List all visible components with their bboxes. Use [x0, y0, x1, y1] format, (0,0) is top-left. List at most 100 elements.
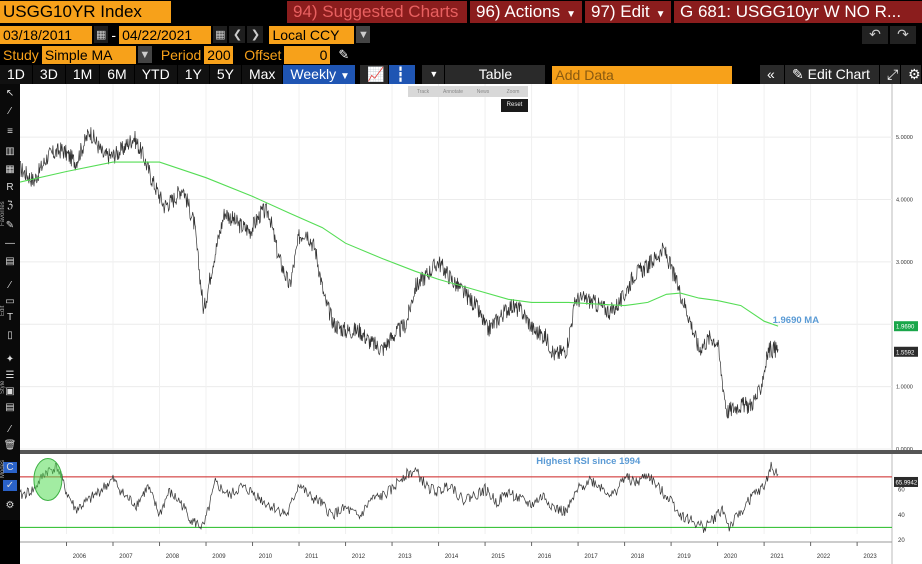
shape-tool-icon[interactable]: ▭: [5, 296, 15, 307]
doc-tool-icon[interactable]: ▯: [7, 330, 13, 341]
currency-select[interactable]: Local CCY: [269, 25, 355, 44]
tab-edit[interactable]: 97) Edit ▼: [585, 1, 671, 23]
edit-side-label: Edit: [0, 305, 6, 316]
line-tool-icon[interactable]: ⁄: [9, 106, 11, 117]
study-type-select[interactable]: Simple MA: [41, 45, 136, 64]
add-data-input[interactable]: Add Data: [552, 65, 733, 84]
edit-chart-label: Edit Chart: [807, 66, 870, 82]
range-3d-button[interactable]: 3D: [32, 65, 65, 84]
range-5y-button[interactable]: 5Y: [209, 65, 241, 84]
frequency-label: Weekly: [290, 66, 337, 82]
offset-field[interactable]: 0: [284, 45, 331, 64]
highlight-ellipse: [33, 457, 63, 501]
caret-down-icon[interactable]: ▼: [422, 65, 445, 84]
tab-actions[interactable]: 96) Actions ▼: [470, 1, 582, 23]
style-list-icon[interactable]: ☰: [5, 370, 15, 381]
study-label: Study: [3, 46, 39, 63]
edit-chart-button[interactable]: ✎ Edit Chart: [785, 65, 879, 84]
range-ytd-button[interactable]: YTD: [134, 65, 177, 84]
x-tick-label: 2020: [724, 554, 738, 560]
date-separator: -: [111, 26, 117, 43]
channel-tool-icon[interactable]: ▥: [5, 146, 15, 157]
brush-tool-icon[interactable]: ⁄: [9, 280, 11, 291]
text-tool-icon[interactable]: T: [6, 312, 14, 323]
tab-edit-label: 97) Edit: [591, 2, 650, 21]
price-value-label: 1.5592: [896, 350, 915, 356]
annotate-tool-button[interactable]: Annotate: [442, 88, 464, 95]
caret-down-icon[interactable]: ▼: [356, 26, 371, 43]
x-tick-label: 2021: [770, 554, 784, 560]
chevron-right-icon[interactable]: ❯: [247, 26, 264, 43]
tab-actions-label: 96) Actions: [476, 2, 561, 21]
chart-svg[interactable]: 0.00001.00002.00003.00004.00005.00001.96…: [19, 84, 922, 564]
price-value-badge: [894, 346, 918, 357]
ma-value-badge: [894, 321, 918, 332]
header-bar: USGG10YR Index 94) Suggested Charts 96) …: [0, 0, 922, 24]
x-tick-label: 2012: [352, 554, 366, 560]
period-label: Period: [160, 46, 202, 63]
range-1m-button[interactable]: 1M: [65, 65, 100, 84]
pencil-tool-icon[interactable]: ✎: [5, 220, 15, 231]
mode-chart-icon[interactable]: ✓: [3, 480, 17, 491]
frequency-select[interactable]: Weekly ▼: [283, 65, 356, 84]
range-1d-button[interactable]: 1D: [0, 65, 32, 84]
x-tick-label: 2015: [491, 554, 505, 560]
range-max-button[interactable]: Max: [241, 65, 283, 84]
delete-icon[interactable]: 🗑: [3, 440, 17, 451]
cursor-icon[interactable]: ↖: [5, 88, 15, 99]
x-tick-label: 2023: [863, 554, 877, 560]
tab-suggested-charts[interactable]: 94) Suggested Charts: [287, 1, 467, 23]
tab-chart-name[interactable]: G 681: USGG10yr W NO R...: [674, 1, 922, 23]
favorites-label: Favorites: [0, 201, 6, 226]
rsi-tick-label: 20: [898, 538, 905, 544]
date-bar: 03/18/2011 ▦ - 04/22/2021 ▦ ❮ ❯ Local CC…: [0, 25, 922, 44]
bar-chart-icon[interactable]: ┇: [389, 65, 416, 84]
caret-down-icon[interactable]: ▼: [137, 46, 152, 63]
fib-tool-icon[interactable]: ≡: [7, 126, 13, 137]
reset-button[interactable]: Reset: [501, 99, 528, 112]
style-tool-icon[interactable]: ✦: [5, 354, 15, 365]
chart-area[interactable]: 0.00001.00002.00003.00004.00005.00001.96…: [19, 84, 922, 564]
x-tick-label: 2007: [119, 554, 133, 560]
lock-icon[interactable]: ⁄: [9, 424, 11, 435]
layers-icon[interactable]: ▤: [5, 402, 15, 413]
mode-c-icon[interactable]: C: [3, 462, 17, 473]
price-panel-bg: [20, 84, 892, 450]
caret-down-icon: ▼: [339, 71, 350, 82]
pencil-icon[interactable]: ✎: [338, 46, 350, 62]
calendar-icon[interactable]: ▦: [94, 26, 109, 43]
zoom-tool-button[interactable]: Zoom: [506, 88, 520, 95]
hline-tool-icon[interactable]: —: [5, 238, 15, 249]
undo-icon[interactable]: ↶: [862, 25, 888, 44]
caret-down-icon: ▼: [655, 9, 666, 20]
price-tick-label: 5.0000: [896, 135, 913, 141]
wave-tool-icon[interactable]: ℨ: [6, 200, 14, 211]
retracement-tool-icon[interactable]: R: [6, 182, 14, 193]
collapse-icon[interactable]: «: [760, 65, 784, 84]
rsi-tick-label: 60: [898, 488, 905, 494]
x-tick-label: 2018: [631, 554, 645, 560]
gear-icon[interactable]: ⚙: [901, 65, 921, 84]
rsi-tick-label: 40: [898, 513, 905, 519]
settings-icon[interactable]: ⚙: [5, 500, 15, 511]
pattern-tool-icon[interactable]: ▤: [5, 256, 15, 267]
range-6m-button[interactable]: 6M: [100, 65, 134, 84]
start-date-field[interactable]: 03/18/2011: [0, 25, 92, 44]
period-field[interactable]: 200: [204, 45, 234, 64]
line-chart-icon[interactable]: 📈: [360, 65, 389, 84]
ticker-field[interactable]: USGG10YR Index: [0, 1, 171, 23]
range-1y-button[interactable]: 1Y: [177, 65, 209, 84]
edit-icon[interactable]: ⤢: [880, 65, 900, 84]
x-tick-label: 2006: [73, 554, 87, 560]
chevron-left-icon[interactable]: ❮: [229, 26, 246, 43]
news-tool-button[interactable]: News: [476, 88, 490, 95]
calendar-icon[interactable]: ▦: [213, 26, 228, 43]
grid-tool-icon[interactable]: ▦: [5, 164, 15, 175]
redo-icon[interactable]: ↷: [890, 25, 916, 44]
caret-down-icon: ▼: [566, 9, 577, 20]
study-bar: Study Simple MA ▼ Period 200 Offset 0 ✎: [0, 45, 922, 64]
end-date-field[interactable]: 04/22/2021: [119, 25, 212, 44]
track-tool-button[interactable]: Track: [416, 88, 430, 95]
table-button[interactable]: Table: [445, 65, 546, 84]
style-icon[interactable]: ▣: [5, 386, 15, 397]
